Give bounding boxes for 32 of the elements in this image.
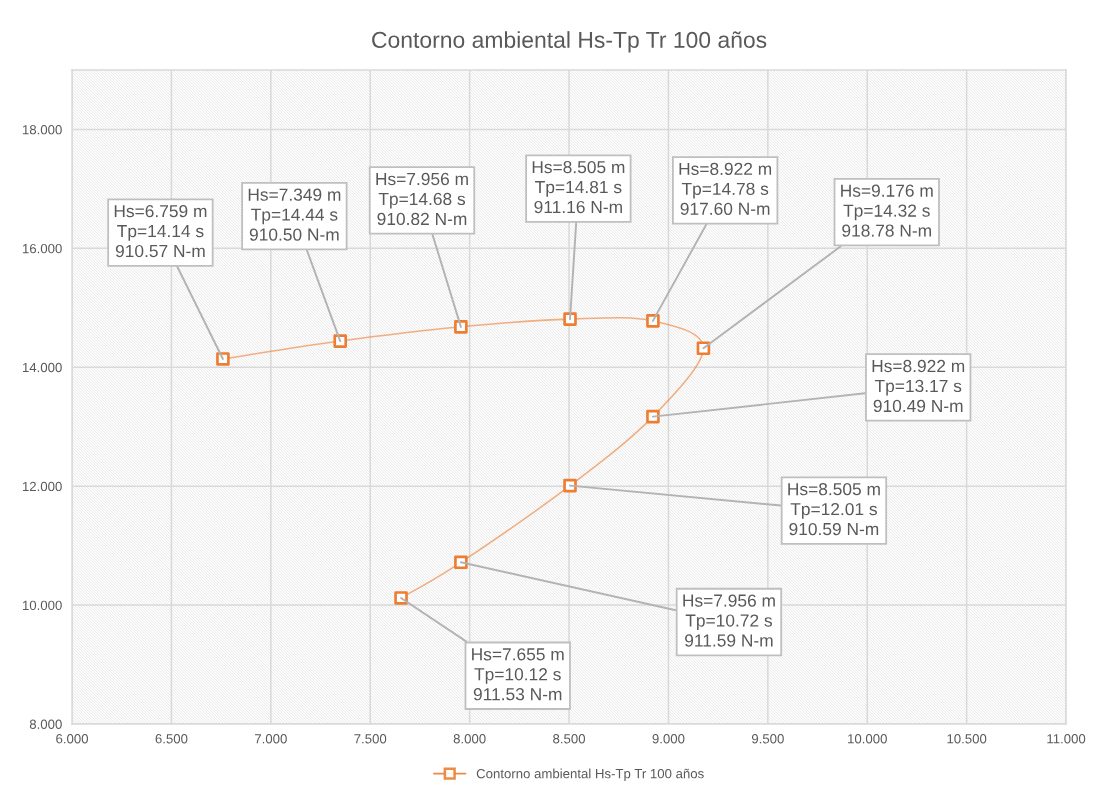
annotation: Hs=9.176 m Tp=14.32 s 918.78 N-m — [841, 184, 933, 237]
x-tick-label: 7.000 — [255, 734, 287, 744]
y-tick-label: 10.000 — [22, 600, 62, 611]
legend-label: Contorno ambiental Hs-Tp Tr 100 años — [476, 768, 704, 781]
annotation: Hs=8.505 m Tp=14.81 s 911.16 N-m — [532, 160, 625, 214]
x-tick-label: 9.000 — [652, 734, 685, 744]
annotation: Hs=8.922 m Tp=13.17 s 910.49 N-m — [872, 359, 965, 413]
x-tick-label: 9.500 — [751, 734, 784, 744]
annotation: Hs=7.956 m Tp=14.68 s 910.82 N-m — [376, 172, 468, 226]
point — [563, 312, 577, 326]
x-tick-label: 10.000 — [848, 734, 887, 744]
y-tick-label: 16.000 — [22, 243, 62, 254]
annotation: Hs=7.349 m Tp=14.44 s 910.50 N-m — [248, 188, 341, 241]
y-tick-label: 12.000 — [22, 481, 62, 492]
point — [454, 555, 468, 570]
x-tick-label: 7.500 — [354, 734, 387, 744]
y-tick-label: 8.000 — [29, 719, 62, 729]
annotation: Hs=7.956 m Tp=10.72 s 911.59 N-m — [683, 594, 775, 647]
x-tick-label: 6.500 — [155, 734, 188, 744]
x-tick-label: 10.500 — [947, 734, 987, 744]
x-tick-label: 11.000 — [1047, 734, 1086, 744]
chart-title: Contorno ambiental Hs-Tp Tr 100 años — [372, 31, 767, 53]
annotation: Hs=7.655 m Tp=10.12 s 911.53 N-m — [472, 648, 564, 701]
annotation: Hs=8.922 m Tp=14.78 s 917.60 N-m — [679, 162, 772, 215]
annotation: Hs=6.759 m Tp=14.14 s 910.57 N-m — [114, 204, 207, 258]
x-tick-label: 6.000 — [56, 734, 89, 744]
y-tick-label: 14.000 — [22, 362, 62, 373]
point — [646, 409, 660, 424]
x-tick-label: 8.000 — [453, 734, 486, 744]
x-tick-label: 8.500 — [553, 734, 586, 744]
y-tick-label: 18.000 — [22, 125, 62, 135]
annotation: Hs=8.505 m Tp=12.01 s 910.59 N-m — [788, 483, 880, 536]
